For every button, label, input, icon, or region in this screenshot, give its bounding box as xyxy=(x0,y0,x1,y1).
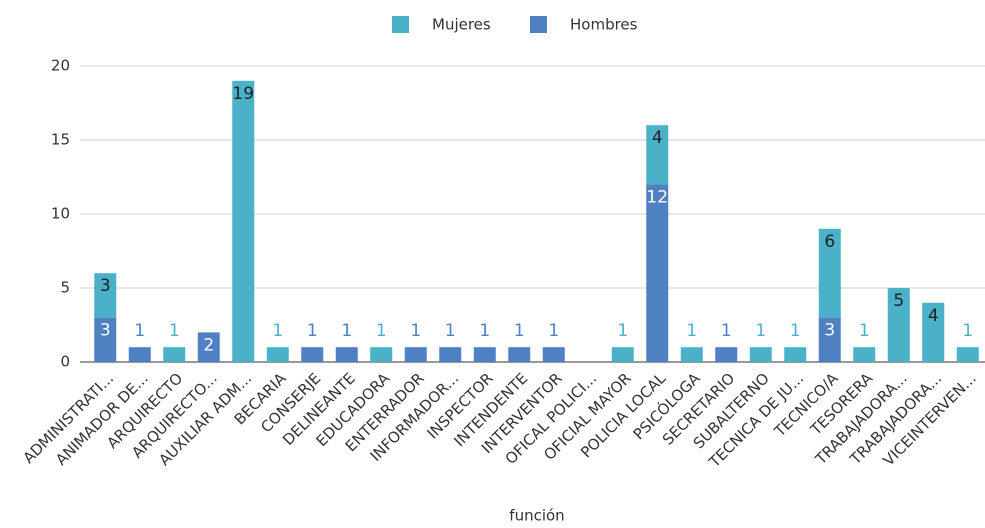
bar xyxy=(784,347,807,362)
x-axis-title: función xyxy=(509,507,564,525)
data-label: 1 xyxy=(859,321,870,341)
data-label: 3 xyxy=(100,276,111,296)
data-label: 4 xyxy=(928,306,939,326)
bar xyxy=(749,347,772,362)
data-label: 4 xyxy=(652,128,663,148)
bar xyxy=(370,347,393,362)
data-label: 1 xyxy=(307,321,318,341)
bar xyxy=(611,347,634,362)
bar xyxy=(94,273,117,318)
bar xyxy=(646,184,669,362)
data-label: 1 xyxy=(962,321,973,341)
y-tick-label: 10 xyxy=(51,205,70,223)
bar xyxy=(853,347,876,362)
data-label: 1 xyxy=(548,321,559,341)
data-label: 1 xyxy=(686,321,697,341)
bar xyxy=(473,347,496,362)
bar xyxy=(163,347,186,362)
data-label: 12 xyxy=(646,187,668,207)
data-label: 1 xyxy=(721,321,732,341)
bar xyxy=(508,347,531,362)
bar xyxy=(818,317,841,362)
data-label: 1 xyxy=(479,321,490,341)
bar xyxy=(922,302,945,362)
legend-label: Hombres xyxy=(570,16,638,34)
data-label: 1 xyxy=(376,321,387,341)
legend-label: Mujeres xyxy=(432,16,491,34)
data-label: 1 xyxy=(169,321,180,341)
bar xyxy=(439,347,462,362)
data-label: 1 xyxy=(445,321,456,341)
bar xyxy=(197,332,220,362)
legend-swatch xyxy=(530,16,547,33)
y-tick-label: 0 xyxy=(60,353,70,371)
y-tick-label: 5 xyxy=(60,279,70,297)
data-label: 1 xyxy=(410,321,421,341)
legend-swatch xyxy=(392,16,409,33)
bar xyxy=(715,347,738,362)
y-tick-label: 20 xyxy=(51,57,70,75)
bar xyxy=(542,347,565,362)
data-label: 6 xyxy=(824,232,835,252)
bar xyxy=(335,347,358,362)
data-label: 3 xyxy=(824,321,835,341)
data-label: 1 xyxy=(341,321,352,341)
data-label: 3 xyxy=(100,321,111,341)
bar xyxy=(232,80,255,363)
bar xyxy=(301,347,324,362)
data-label: 1 xyxy=(790,321,801,341)
bar xyxy=(128,347,151,362)
data-label: 1 xyxy=(134,321,145,341)
data-label: 2 xyxy=(203,335,214,355)
bar xyxy=(956,347,979,362)
y-tick-label: 15 xyxy=(51,131,70,149)
data-label: 1 xyxy=(617,321,628,341)
bar xyxy=(646,125,669,185)
data-label: 1 xyxy=(514,321,525,341)
bar xyxy=(680,347,703,362)
data-label: 19 xyxy=(232,84,254,104)
bar xyxy=(94,317,117,362)
data-label: 1 xyxy=(755,321,766,341)
bar xyxy=(818,228,841,318)
bar xyxy=(887,288,910,362)
bar xyxy=(404,347,427,362)
bar xyxy=(266,347,289,362)
data-label: 1 xyxy=(272,321,283,341)
data-label: 5 xyxy=(893,291,904,311)
